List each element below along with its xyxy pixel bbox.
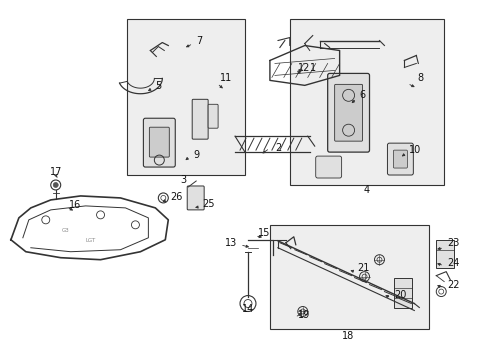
Text: 14: 14 <box>242 305 254 315</box>
Text: 23: 23 <box>447 238 459 248</box>
Text: 17: 17 <box>49 167 62 177</box>
Text: 12: 12 <box>297 63 309 73</box>
FancyBboxPatch shape <box>149 127 169 157</box>
Text: 4: 4 <box>363 185 369 195</box>
FancyBboxPatch shape <box>386 143 412 175</box>
Text: 8: 8 <box>416 73 423 84</box>
Text: 18: 18 <box>341 332 353 341</box>
Text: 7: 7 <box>196 36 202 46</box>
Text: 25: 25 <box>202 199 214 209</box>
Text: 24: 24 <box>447 258 459 268</box>
FancyBboxPatch shape <box>334 84 362 141</box>
Text: 15: 15 <box>258 228 270 238</box>
Text: 3: 3 <box>180 175 186 185</box>
Text: 11: 11 <box>220 73 232 84</box>
Text: 10: 10 <box>408 145 421 155</box>
Text: 16: 16 <box>68 200 81 210</box>
Text: 2: 2 <box>274 143 281 153</box>
FancyBboxPatch shape <box>435 240 453 268</box>
Text: G3: G3 <box>61 228 69 233</box>
FancyBboxPatch shape <box>394 278 411 307</box>
Text: 5: 5 <box>155 81 161 91</box>
FancyBboxPatch shape <box>127 19 244 175</box>
Text: 9: 9 <box>193 150 199 160</box>
FancyBboxPatch shape <box>327 73 369 152</box>
FancyBboxPatch shape <box>187 186 203 210</box>
Text: 6: 6 <box>359 90 365 100</box>
Text: 1: 1 <box>309 63 315 73</box>
FancyBboxPatch shape <box>393 150 407 168</box>
Text: LGT: LGT <box>85 238 96 243</box>
FancyBboxPatch shape <box>269 225 428 329</box>
FancyBboxPatch shape <box>289 19 443 185</box>
FancyBboxPatch shape <box>192 99 208 139</box>
Circle shape <box>53 183 58 188</box>
FancyBboxPatch shape <box>208 104 218 128</box>
Text: 13: 13 <box>224 238 237 248</box>
Text: 20: 20 <box>394 289 406 300</box>
Text: 19: 19 <box>297 310 309 320</box>
Text: 21: 21 <box>357 263 369 273</box>
Text: 26: 26 <box>170 192 183 202</box>
FancyBboxPatch shape <box>315 156 341 178</box>
Text: 22: 22 <box>447 280 459 289</box>
FancyBboxPatch shape <box>143 118 175 167</box>
